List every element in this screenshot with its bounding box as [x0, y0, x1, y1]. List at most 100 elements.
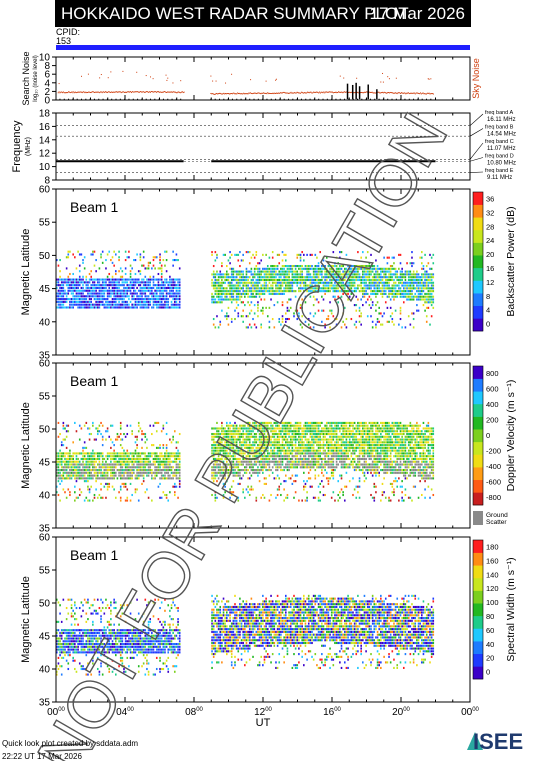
sky-noise-point [124, 91, 126, 93]
power-ylabel: Magnetic Latitude [20, 229, 32, 316]
sky-noise-point [111, 91, 113, 93]
sky-noise-point [242, 93, 244, 95]
sky-noise-point [156, 91, 158, 93]
width-colorbar-tick: 80 [486, 612, 494, 621]
sky-noise-point [173, 91, 175, 93]
sky-noise-point [269, 92, 271, 94]
sky-noise-point [304, 92, 306, 94]
width-ytick-label: 60 [39, 533, 51, 544]
search-noise-point [365, 98, 367, 100]
x-tick-label: 1200 [254, 707, 272, 718]
sky-noise-point [245, 93, 247, 95]
x-tick-label: 0400 [116, 707, 134, 718]
sky-noise-point [406, 92, 408, 94]
velocity-colorbar-segment [473, 378, 483, 392]
sky-noise-point [268, 93, 270, 95]
sky-noise-point [315, 91, 317, 93]
search-noise-point [115, 98, 117, 100]
power-colorbar-segment [473, 229, 483, 243]
sky-noise-point [233, 92, 235, 94]
sky-noise-point [415, 92, 417, 94]
logo-text: ISEE [473, 729, 523, 752]
sky-noise-point [217, 93, 219, 95]
velocity-ytick-label: 55 [39, 392, 51, 403]
power-ytick-label: 45 [39, 284, 51, 295]
sky-noise-point [237, 92, 239, 94]
sky-noise-point [272, 92, 274, 94]
sky-noise-point [90, 92, 92, 94]
sky-noise-point [231, 73, 233, 75]
freq-band-label: freq band B [485, 125, 514, 131]
sky-noise-point [131, 92, 133, 94]
search-noise-point [93, 98, 95, 100]
power-colorbar-segment [473, 204, 483, 218]
sky-noise-point [380, 92, 382, 94]
sky-noise-point [102, 91, 104, 93]
sky-noise-point [109, 91, 111, 93]
sky-noise-point [164, 91, 166, 93]
search-noise-point [262, 98, 264, 100]
sky-noise-point [290, 91, 292, 93]
sky-noise-point [310, 91, 312, 93]
sky-noise-point [411, 92, 413, 94]
sky-noise-point [425, 93, 427, 95]
sky-noise-point [153, 91, 155, 93]
sky-noise-point [104, 92, 106, 94]
freq-band-value: 10.80 MHz [487, 161, 516, 167]
sky-noise-point [339, 91, 341, 93]
sky-noise-point [110, 91, 112, 93]
power-colorbar-tick: 32 [486, 208, 494, 217]
search-noise-point [119, 98, 121, 100]
sky-noise-point [172, 91, 174, 93]
sky-noise-point [74, 91, 76, 93]
power-colorbar-segment [473, 305, 483, 319]
sky-noise-point [241, 93, 243, 95]
search-noise-point [128, 98, 130, 100]
width-colorbar-tick: 60 [486, 626, 494, 635]
width-colorbar-segment [473, 552, 483, 566]
sky-noise-point [106, 91, 108, 93]
search-noise-point [210, 98, 212, 100]
sky-noise-point [152, 78, 154, 80]
sky-noise-point [112, 91, 114, 93]
sky-noise-point [165, 91, 167, 93]
freq-band-leader [469, 142, 484, 160]
sky-noise-point [114, 91, 116, 93]
sky-noise-point [275, 92, 277, 94]
sky-noise-point [246, 93, 248, 95]
sky-noise-point [266, 93, 268, 95]
power-ytick-label: 35 [39, 351, 51, 362]
sky-noise-point [130, 90, 132, 92]
search-noise-point [361, 98, 363, 100]
sky-noise-point [319, 91, 321, 93]
footer-credit: Quick look plot created by sddata.adm [2, 739, 139, 748]
sky-noise-point [255, 92, 257, 94]
freq-band-label: freq band D [485, 154, 514, 160]
sky-noise-point [325, 91, 327, 93]
sky-noise-point [231, 93, 233, 95]
sky-noise-point [389, 91, 391, 93]
sky-noise-point [167, 77, 169, 79]
sky-noise-point [87, 91, 89, 93]
sky-noise-point [392, 92, 394, 94]
search-noise-point [59, 98, 61, 100]
sky-noise-point [299, 92, 301, 94]
sky-noise-point [137, 91, 139, 93]
sky-noise-point [401, 92, 402, 94]
sky-noise-point [66, 92, 68, 94]
width-ytick-label: 35 [39, 698, 51, 709]
search-noise-point [400, 98, 402, 100]
sky-noise-point [117, 91, 119, 93]
search-noise-point [240, 98, 242, 100]
sky-noise-point [357, 92, 359, 94]
sky-noise-point [175, 91, 177, 93]
sky-noise-point [95, 91, 97, 93]
sky-noise-point [326, 91, 328, 93]
velocity-colorbar-segment [473, 479, 483, 493]
width-colorbar-tick: 20 [486, 654, 494, 663]
search-noise-point [279, 98, 281, 100]
search-noise-point [63, 98, 65, 100]
sky-noise-point [166, 79, 168, 81]
sky-noise-point [348, 91, 350, 93]
sky-noise-point [327, 91, 329, 93]
